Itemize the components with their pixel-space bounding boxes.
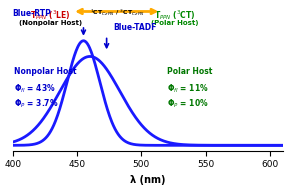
Text: T$_{PPN}$ ($^{3}$LE): T$_{PPN}$ ($^{3}$LE) (30, 9, 71, 22)
Text: Φ$_{P}$ = 10%: Φ$_{P}$ = 10% (167, 97, 209, 110)
X-axis label: λ (nm): λ (nm) (130, 175, 166, 185)
Text: Nonpolar Host: Nonpolar Host (14, 67, 77, 76)
Text: (Polar Host): (Polar Host) (151, 20, 199, 26)
Text: Φ$_{fl}$ = 11%: Φ$_{fl}$ = 11% (167, 83, 209, 95)
Text: T$_{PPN}$ ($^{3}$CT): T$_{PPN}$ ($^{3}$CT) (154, 9, 195, 22)
Text: Φ$_{P}$ = 3.7%: Φ$_{P}$ = 3.7% (14, 97, 59, 110)
Text: Φ$_{fl}$ = 43%: Φ$_{fl}$ = 43% (14, 83, 56, 95)
Text: Blue-RTP: Blue-RTP (12, 9, 51, 18)
Text: (Nonpolar Host): (Nonpolar Host) (19, 20, 82, 26)
Text: Blue-TADF: Blue-TADF (113, 23, 156, 32)
Text: $^{1}$CT$_{CzPN}$ / $^{3}$CT$_{CzPN}$: $^{1}$CT$_{CzPN}$ / $^{3}$CT$_{CzPN}$ (90, 8, 145, 18)
Text: Polar Host: Polar Host (167, 67, 212, 76)
